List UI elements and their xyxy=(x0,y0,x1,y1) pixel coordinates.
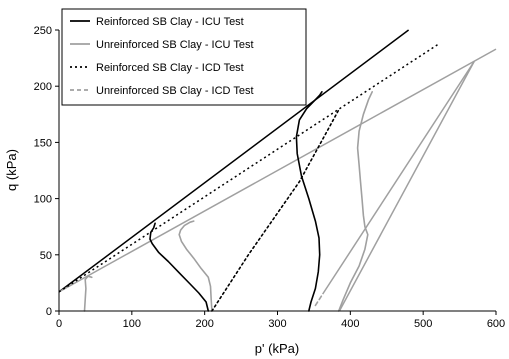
x-ticks: 0 100 200 300 400 500 600 xyxy=(56,311,505,330)
y-tick-label: 50 xyxy=(40,250,52,262)
series-1-path-2 xyxy=(295,91,323,312)
series-1-path-1 xyxy=(149,222,210,312)
x-tick-label: 400 xyxy=(341,318,359,330)
series-4-path-1 xyxy=(314,293,324,307)
y-ticks: 0 50 100 150 200 250 xyxy=(34,25,59,318)
x-tick-label: 200 xyxy=(195,318,213,330)
x-tick-label: 100 xyxy=(123,318,141,330)
series-2-path-3 xyxy=(337,91,373,312)
x-axis-title: p' (kPa) xyxy=(255,341,299,356)
legend: Reinforced SB Clay - ICU Test Unreinforce… xyxy=(61,8,307,106)
failure-envelopes xyxy=(58,29,497,312)
y-tick-label: 150 xyxy=(34,137,52,149)
legend-label-2: Unreinforced SB Clay - ICU Test xyxy=(96,39,254,51)
series-3-path-1 xyxy=(211,107,341,312)
unreinforced-icu-envelope-line xyxy=(58,48,497,293)
unreinforced-icd-path-line xyxy=(322,61,475,295)
y-tick-label: 200 xyxy=(34,81,52,93)
x-tick-label: 0 xyxy=(56,318,62,330)
stress-paths xyxy=(83,91,373,312)
legend-box xyxy=(61,8,307,106)
reinforced-icd-envelope-line xyxy=(58,43,439,293)
legend-label-4: Unreinforced SB Clay - ICD Test xyxy=(96,85,254,97)
series-2-path-2 xyxy=(178,220,213,312)
y-tick-label: 0 xyxy=(46,306,52,318)
x-tick-label: 500 xyxy=(414,318,432,330)
y-axis-title: q (kPa) xyxy=(4,149,19,191)
x-tick-label: 300 xyxy=(268,318,286,330)
legend-label-1: Reinforced SB Clay - ICU Test xyxy=(96,16,244,28)
y-tick-label: 250 xyxy=(34,25,52,37)
series-2-path-1 xyxy=(83,275,93,312)
reinforced-icu-envelope-line xyxy=(58,29,410,293)
y-tick-label: 100 xyxy=(34,194,52,206)
x-tick-label: 600 xyxy=(487,318,505,330)
legend-label-3: Reinforced SB Clay - ICD Test xyxy=(96,62,244,74)
unreinforced-icd-path-upper-line xyxy=(338,61,475,312)
